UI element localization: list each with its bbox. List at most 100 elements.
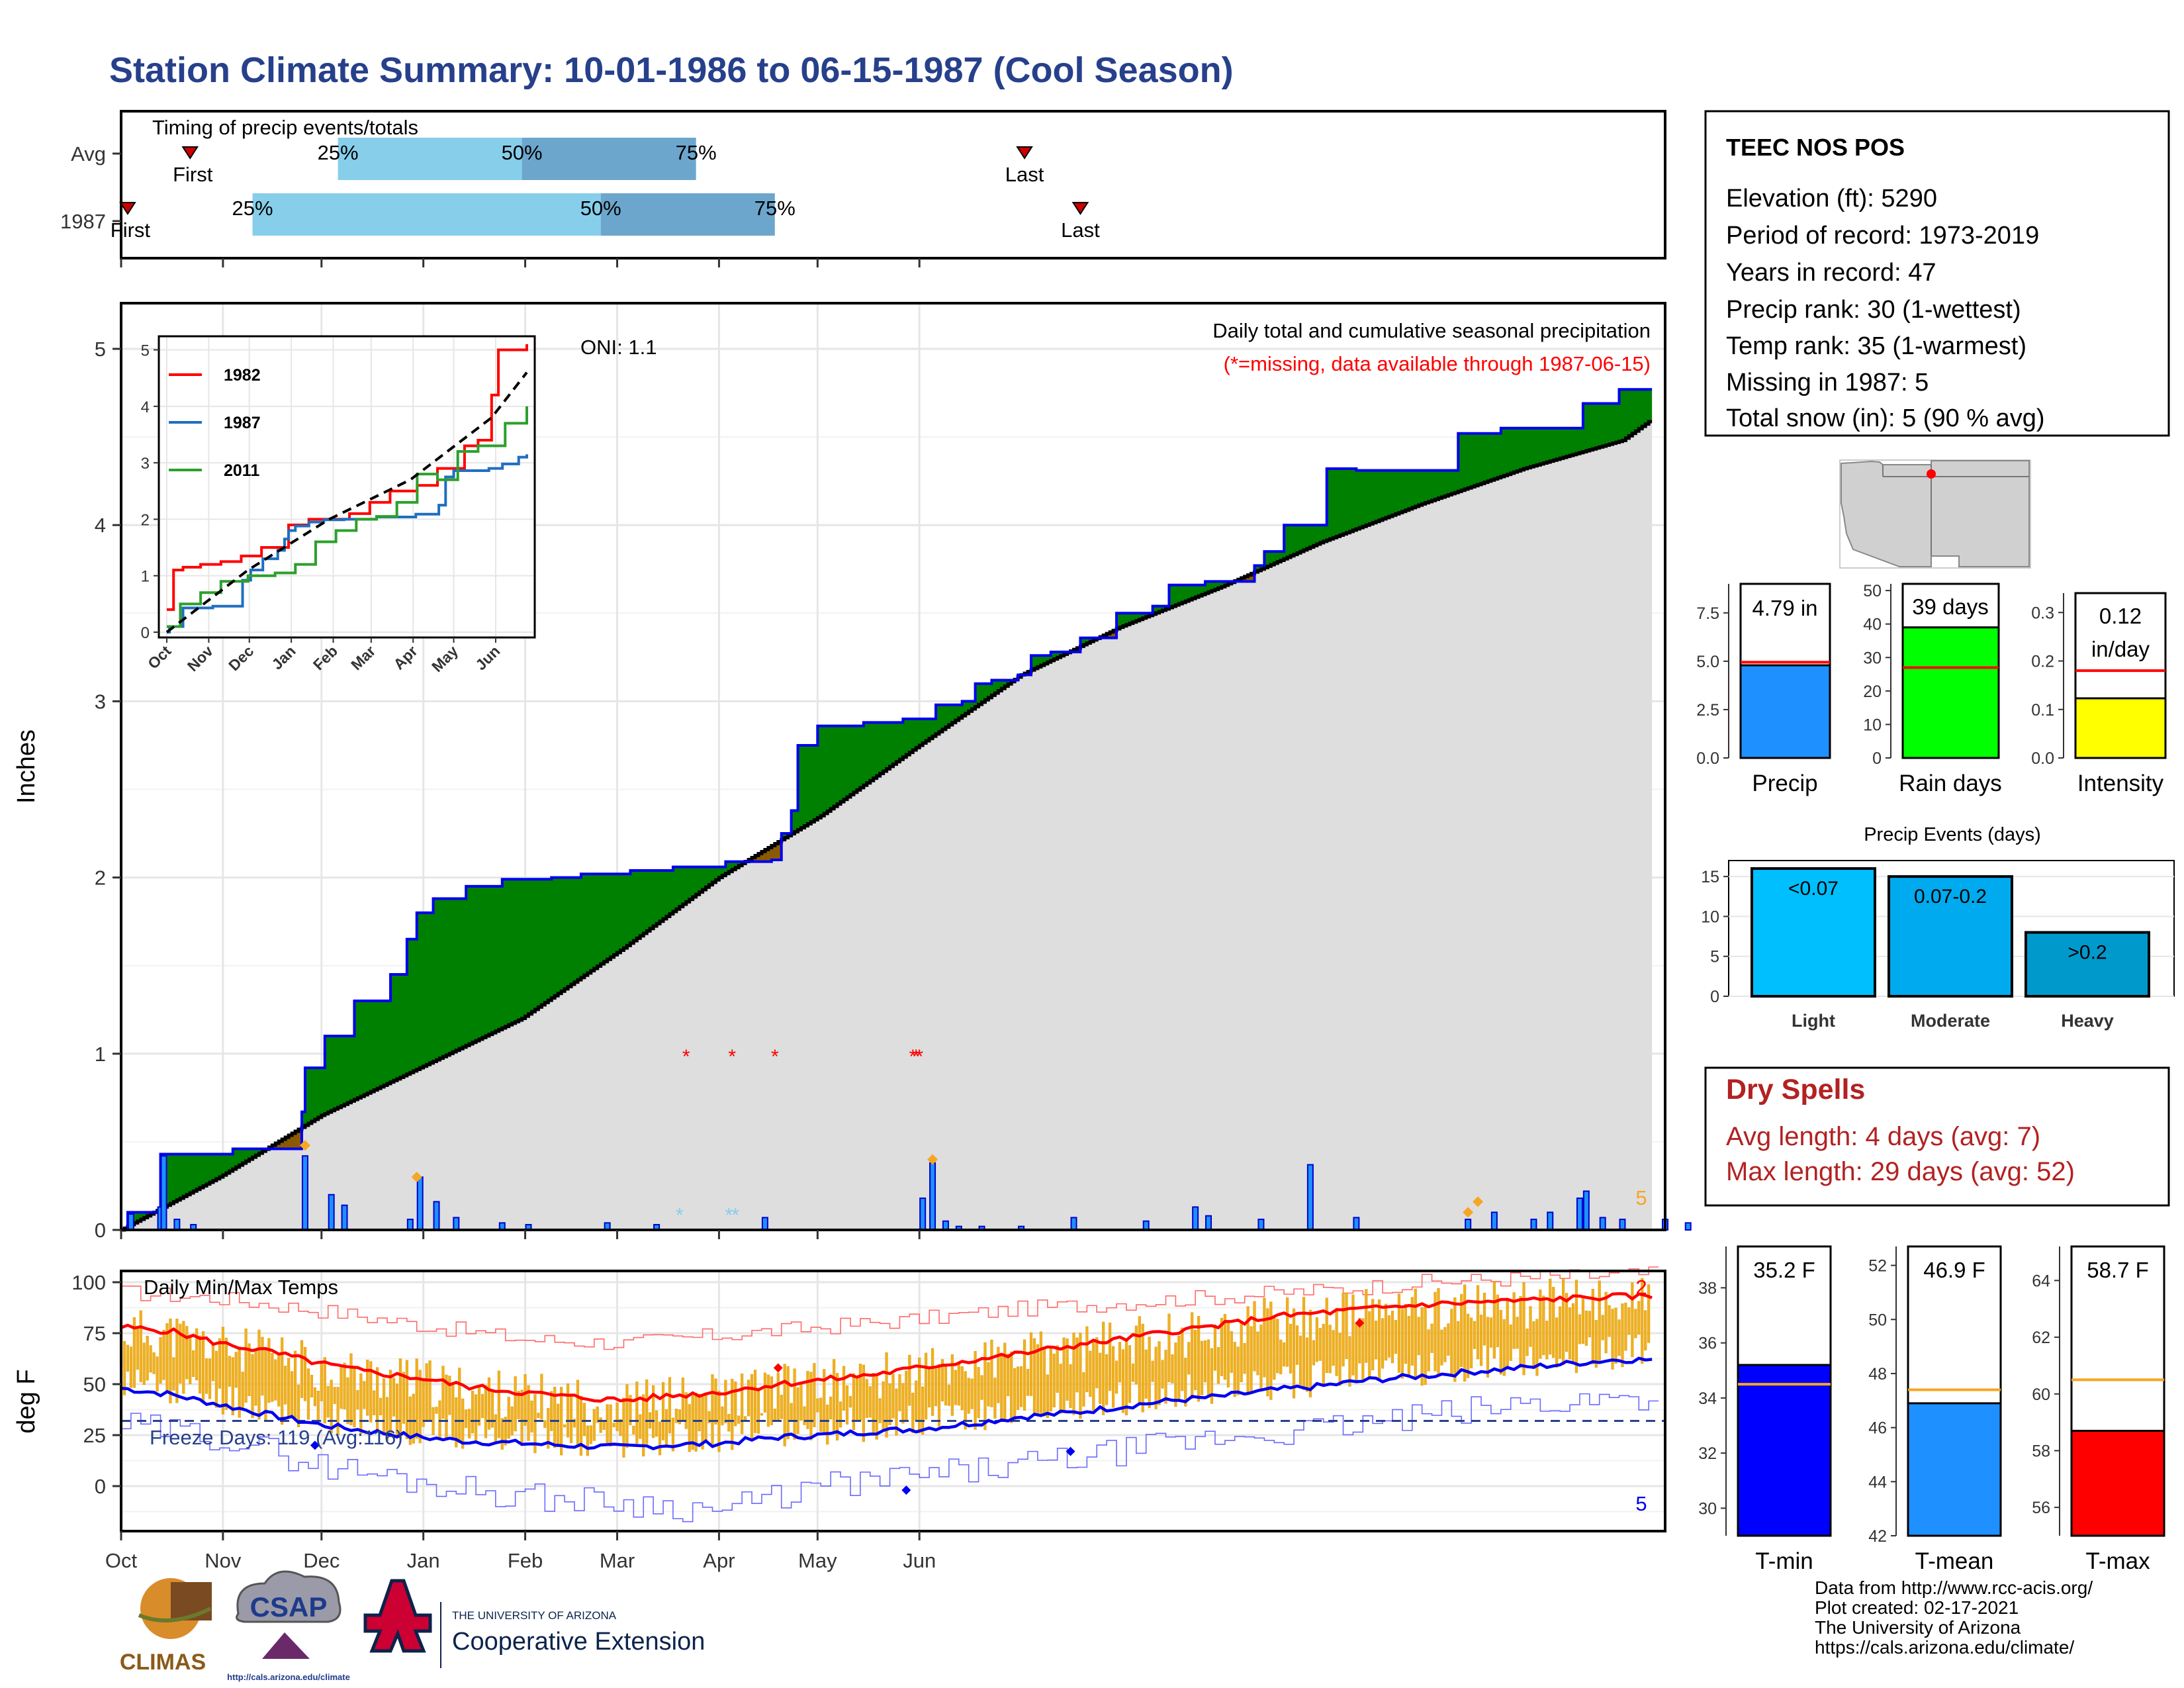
temp-day-bar: [468, 1409, 471, 1438]
temp-day-bar: [1102, 1321, 1105, 1415]
temp-day-bar: [1512, 1292, 1516, 1349]
credits-block: Data from http://www.rcc-acis.org/ Plot …: [1815, 1578, 2093, 1658]
temp-day-bar: [1082, 1372, 1085, 1407]
temp-day-bar: [848, 1395, 852, 1408]
missing-day-marker: *: [915, 1046, 923, 1068]
university-a-icon: [363, 1579, 432, 1653]
tmin-mini-chart: 30 32 34 36 38 35.2 F T-min: [1698, 1245, 1832, 1574]
raindays-mini-tick-label: 40: [1863, 616, 1882, 634]
precip-total-mini-chart: 0.0 2.5 5.0 7.5 4.79 in Precip: [1696, 583, 1831, 796]
temp-day-bar: [254, 1349, 257, 1406]
credit-data-source: Data from http://www.rcc-acis.org/: [1815, 1577, 2093, 1598]
temp-day-bar: [1358, 1318, 1361, 1364]
temp-day-bar: [833, 1359, 836, 1432]
temp-record-marker: [1066, 1446, 1075, 1456]
temp-day-bar: [126, 1344, 130, 1372]
temp-day-bar: [540, 1374, 543, 1420]
precip-daily-bar: [341, 1204, 348, 1231]
tmean-mini-tick-label: 52: [1868, 1257, 1887, 1276]
temp-day-bar: [1191, 1312, 1194, 1399]
temp-day-bar: [905, 1370, 908, 1422]
precip-daily-bar: [1070, 1217, 1077, 1231]
temp-record-marker: [773, 1363, 783, 1373]
temp-day-bar: [1627, 1307, 1631, 1335]
temp-day-bar: [1026, 1368, 1030, 1396]
inset-legend: 1982 1987 2011: [169, 366, 261, 480]
month-label: Oct: [105, 1549, 138, 1572]
temp-day-bar: [1351, 1294, 1355, 1376]
temp-day-bar: [149, 1345, 152, 1373]
temp-day-bar: [760, 1413, 764, 1416]
temp-day-bar: [741, 1374, 744, 1434]
precip-daily-bar: [328, 1194, 335, 1231]
temp-day-bar: [458, 1368, 461, 1443]
locator-map: [1839, 459, 2031, 569]
tmin-mini-tick-label: 32: [1698, 1444, 1717, 1463]
precip-daily-bar: [173, 1219, 181, 1231]
precip-daily-bar: [1490, 1211, 1498, 1231]
temp-day-bar: [346, 1377, 349, 1425]
temp-day-bar: [756, 1387, 760, 1434]
temp-day-bar: [537, 1413, 540, 1419]
temp-day-bar: [291, 1371, 294, 1415]
temp-day-bar: [1118, 1342, 1122, 1383]
timing-year-first-label: First: [111, 218, 151, 242]
temp-day-bar: [257, 1329, 261, 1420]
temp-day-bar: [1075, 1337, 1079, 1393]
precip-daily-bar: [406, 1219, 414, 1231]
temp-day-bar: [1144, 1349, 1148, 1399]
temp-normal-min-line: [120, 1356, 1653, 1450]
temp-day-bar: [251, 1354, 254, 1419]
temp-day-bar: [1069, 1364, 1072, 1409]
events-bar-moderate: [1888, 875, 2013, 998]
events-category-label: Light: [1792, 1011, 1835, 1031]
temp-day-bar: [1111, 1346, 1115, 1408]
temp-day-bar: [576, 1380, 580, 1445]
tmin-xlabel: T-min: [1755, 1548, 1813, 1574]
timing-row-avg: Avg: [71, 142, 106, 165]
record-precip-marker: [1473, 1196, 1484, 1207]
temp-day-bar: [563, 1424, 567, 1428]
tmin-mini-tick-label: 38: [1698, 1279, 1717, 1297]
temp-day-bar: [615, 1402, 619, 1431]
temp-day-bar: [1591, 1289, 1594, 1364]
temp-day-bar: [629, 1395, 632, 1425]
intensity-mini-tick-label: 0.2: [2031, 653, 2054, 671]
timing-year-50-label: 50%: [580, 197, 621, 220]
tmean-value: 46.9 F: [1923, 1258, 1985, 1282]
temp-day-bar: [957, 1362, 960, 1406]
temp-day-bar: [836, 1373, 839, 1441]
temp-day-bar: [569, 1393, 573, 1443]
temp-day-bar: [1259, 1325, 1263, 1390]
ua-logo: THE UNIVERSITY OF ARIZONA Cooperative Ex…: [363, 1579, 705, 1668]
temp-day-bar: [480, 1393, 484, 1419]
temp-day-bar: [1059, 1364, 1062, 1414]
inset-legend-2011: 2011: [224, 461, 259, 480]
temp-day-bar: [234, 1352, 238, 1388]
temp-day-bar: [373, 1390, 376, 1415]
temp-day-bar: [1032, 1338, 1036, 1414]
temp-day-bar: [1552, 1287, 1555, 1358]
rain-days-value: 39 days: [1912, 594, 1989, 619]
page-title: Station Climate Summary: 10-01-1986 to 0…: [109, 50, 1234, 90]
temp-day-bar: [504, 1417, 507, 1446]
precip-daily-bar: [1684, 1222, 1692, 1231]
temp-day-bar: [882, 1381, 885, 1430]
temp-day-bar: [1584, 1310, 1588, 1346]
temp-day-bar: [1085, 1326, 1089, 1393]
tmean-mini-tick-label: 42: [1868, 1527, 1887, 1546]
tmin-mini-tick-label: 36: [1698, 1335, 1717, 1353]
temp-day-bar: [960, 1366, 964, 1411]
precip-record-markers: [299, 1140, 1484, 1218]
dry-spells-max: Max length: 29 days (avg: 52): [1726, 1157, 2075, 1186]
temp-day-bar: [497, 1370, 500, 1438]
temp-ytick-label: 0: [95, 1475, 106, 1498]
month-label: Dec: [303, 1549, 340, 1572]
temp-day-bar: [878, 1398, 882, 1423]
temp-day-bar: [379, 1397, 383, 1416]
temp-day-bar: [1158, 1341, 1161, 1405]
temp-day-bar: [1184, 1358, 1187, 1407]
temp-record-markers: [310, 1318, 1365, 1495]
